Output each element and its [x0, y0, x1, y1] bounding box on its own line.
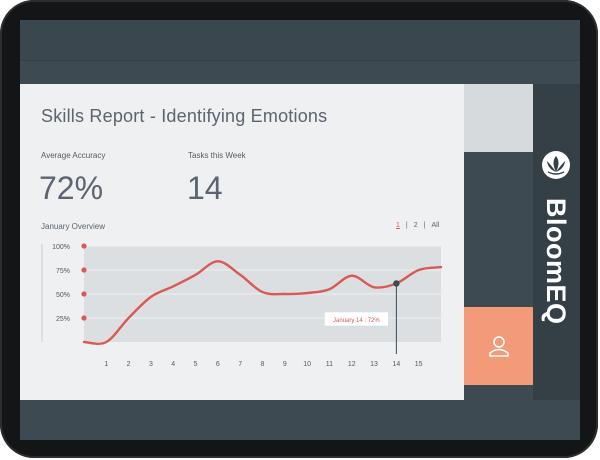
top-bar [20, 20, 580, 61]
marker-point [393, 280, 400, 287]
x-tick-label: 8 [261, 361, 265, 368]
x-tick-label: 10 [303, 361, 311, 368]
pager-page-1[interactable]: 1 [396, 222, 400, 229]
profile-button[interactable] [464, 307, 533, 385]
x-tick-label: 5 [194, 361, 198, 368]
x-tick-label: 4 [171, 361, 175, 368]
lotus-logo-icon [542, 151, 570, 179]
side-card[interactable] [464, 84, 533, 152]
y-tick-dot [81, 267, 87, 273]
x-tick-label: 3 [149, 361, 153, 368]
y-tick-dot [81, 291, 87, 297]
january-overview-chart: 100%75%50%25%1 2 3 4 5 6 7 8 9 10 11 12 13 14 15Januar… [41, 243, 443, 368]
pager-page-2[interactable]: 2 [413, 222, 418, 229]
series-line [82, 260, 443, 345]
user-profile-icon [488, 336, 509, 357]
x-tick-label: 7 [238, 361, 242, 368]
x-tick-label: 15 [415, 361, 423, 368]
brand-name: BloomEQ [541, 198, 571, 325]
y-tick-label: 25% [56, 316, 70, 323]
y-tick-dot [81, 315, 87, 321]
x-tick-label: 1 [104, 361, 108, 368]
x-tick-label: 11 [326, 361, 333, 368]
average-accuracy-value: 72% [39, 170, 104, 206]
tooltip-label: January 14 : 72% [333, 318, 380, 324]
pager-all[interactable]: All [431, 222, 440, 229]
pager-separator: | [423, 222, 426, 229]
x-tick-label: 6 [216, 361, 220, 368]
tooltip-box [324, 311, 389, 327]
brand-sidebar [533, 84, 580, 400]
page-title: Skills Report - Identifying Emotions [41, 106, 328, 126]
tasks-this-week-value: 14 [187, 170, 223, 206]
side-spacer [464, 152, 533, 307]
screen: BloomEQ Skills Report - Identifying Emot… [20, 20, 580, 440]
x-tick-label: 14 [392, 361, 400, 368]
overview-label: January Overview [41, 222, 106, 231]
y-tick-label: 100% [52, 244, 70, 251]
x-tick-label: 13 [370, 361, 378, 368]
y-tick-label: 75% [56, 268, 70, 275]
y-tick-label: 50% [56, 292, 70, 299]
pager-separator: | [405, 222, 408, 229]
skills-report-panel [20, 84, 464, 400]
x-tick-label: 12 [348, 361, 356, 368]
tasks-this-week-label: Tasks this Week [188, 151, 246, 160]
y-tick-dot [81, 243, 87, 249]
average-accuracy-label: Average Accuracy [41, 151, 106, 160]
chart-pager: 1 | 2 | All [396, 222, 439, 229]
x-tick-label: 2 [127, 361, 131, 368]
x-tick-label: 9 [283, 361, 287, 368]
